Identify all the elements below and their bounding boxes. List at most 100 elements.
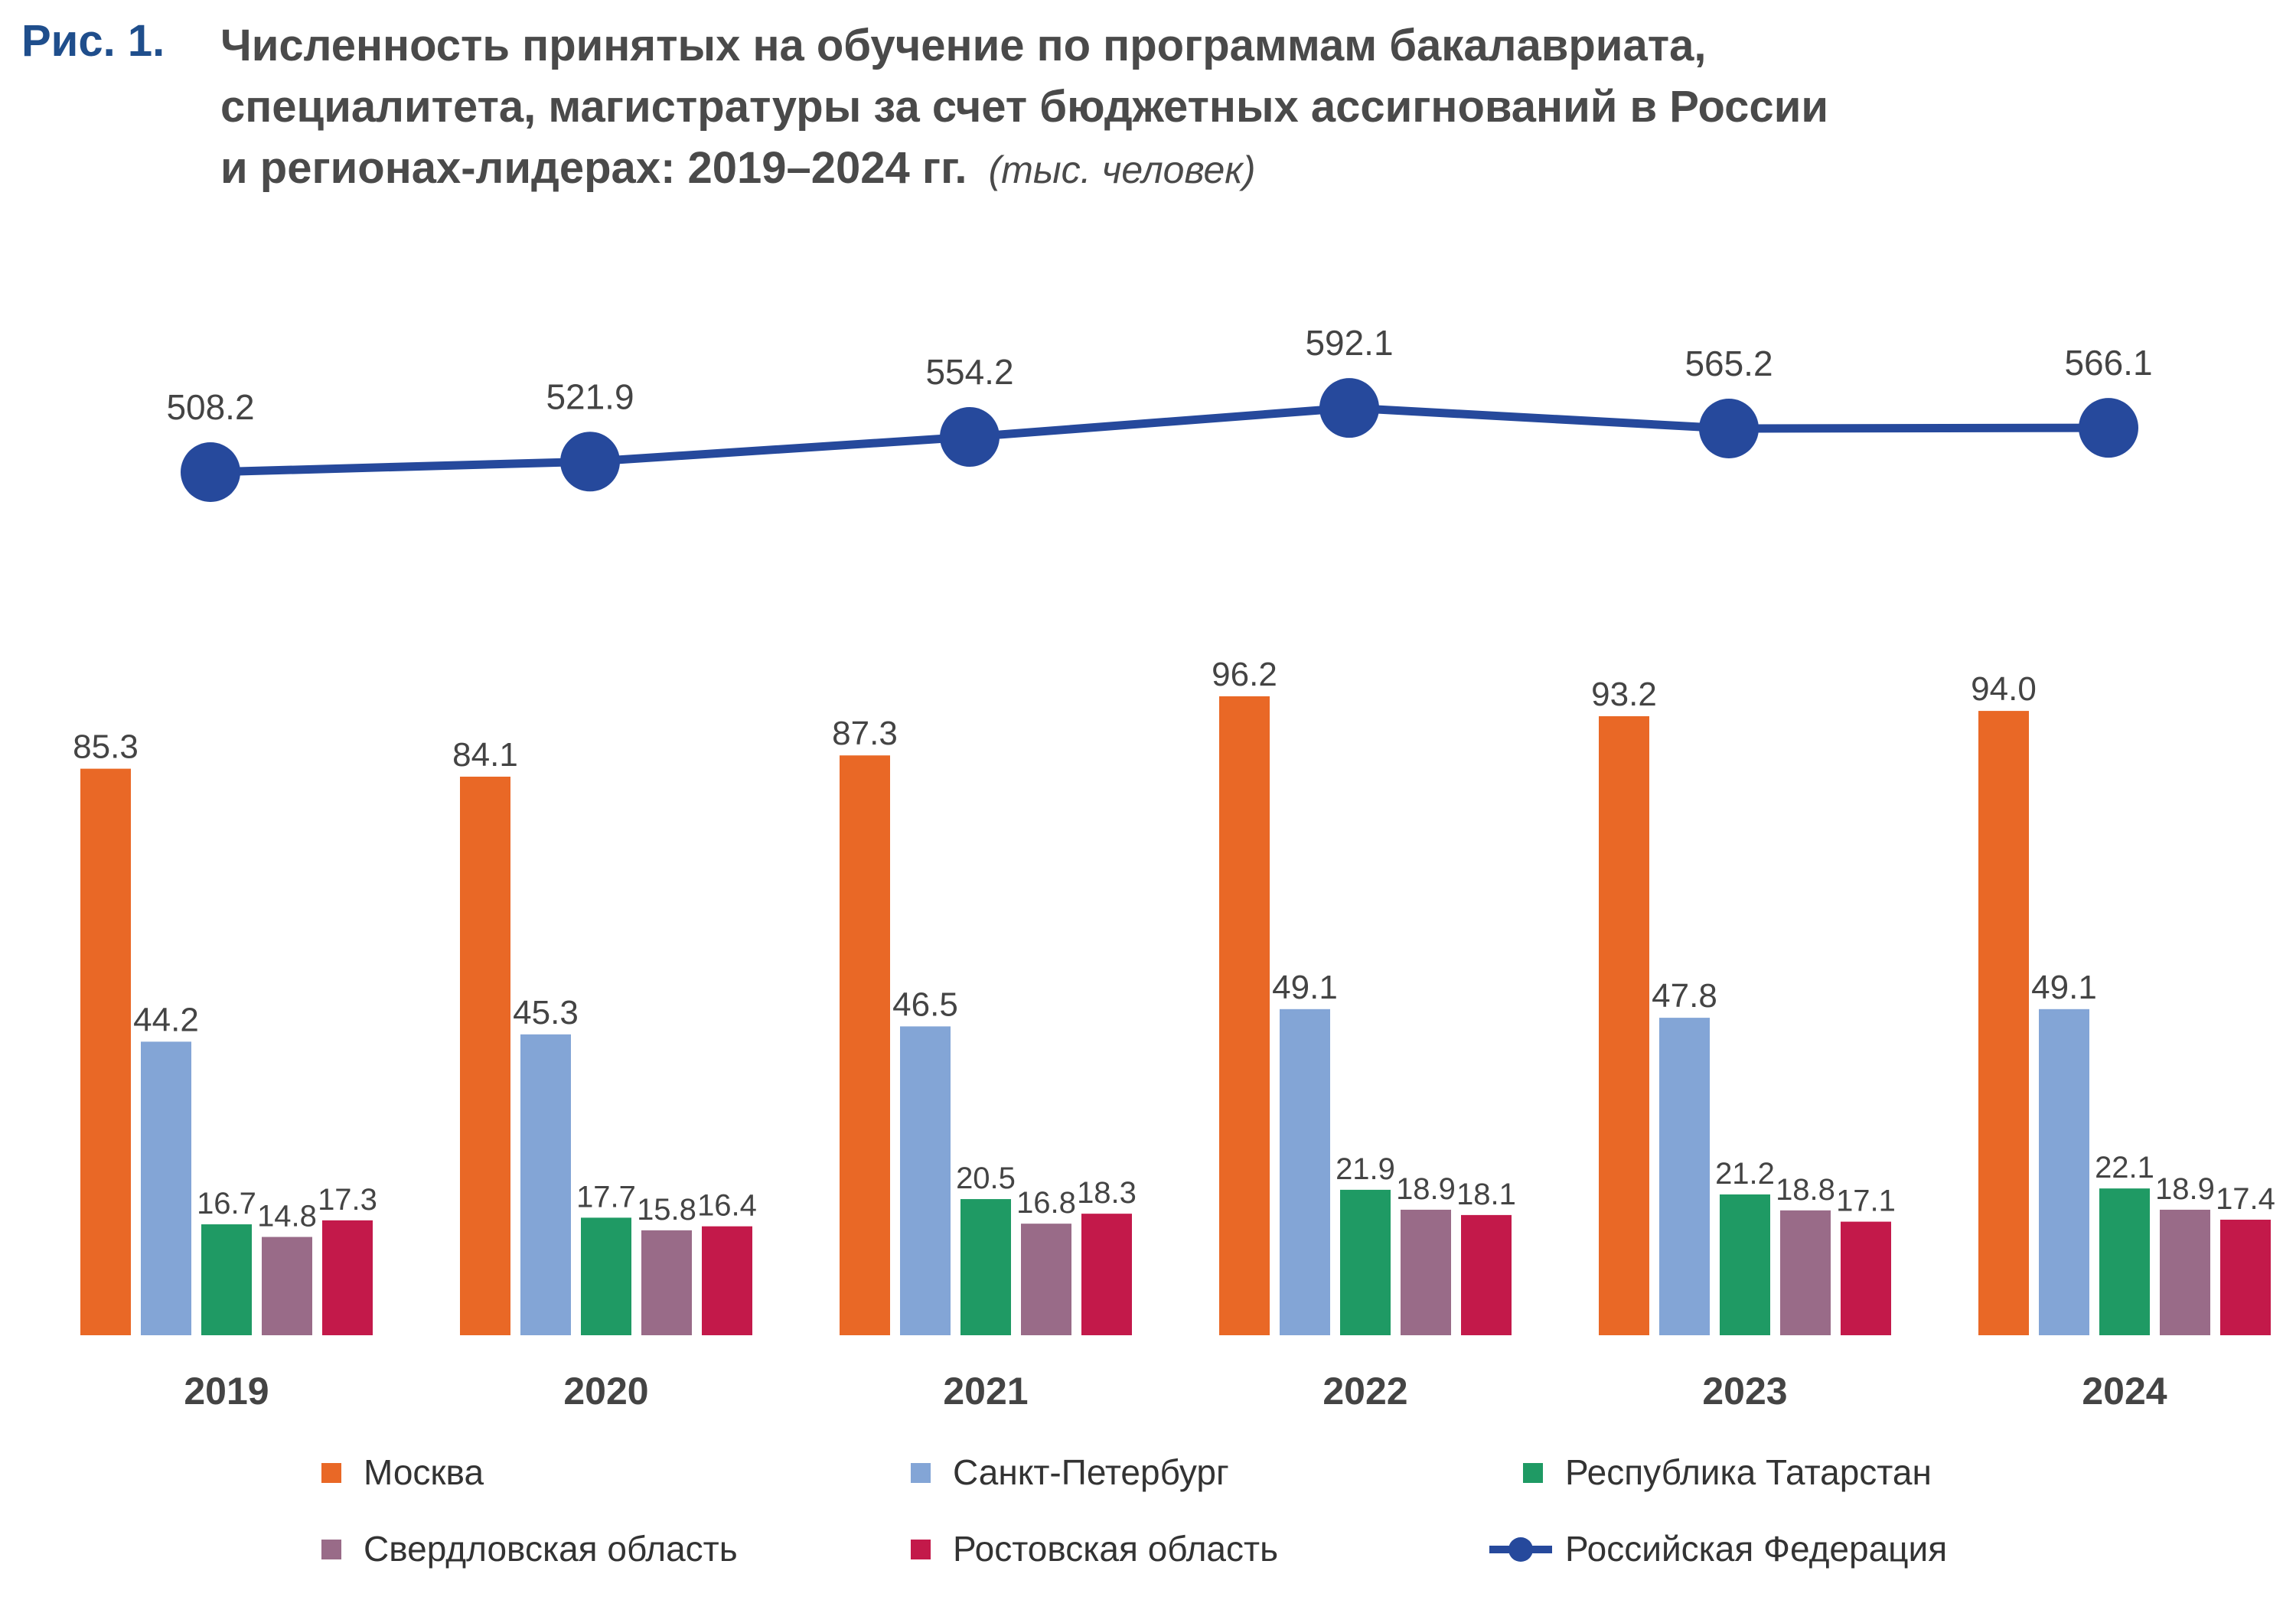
bar-label-2022-3: 18.9 <box>1396 1172 1456 1206</box>
chart-title-line-2: специалитета, магистратуры за счет бюдже… <box>220 82 1828 132</box>
bar-label-2019-1: 44.2 <box>133 1001 199 1038</box>
chart-title-line-3-text: и регионах-лидерах: 2019–2024 гг. <box>220 143 967 193</box>
year-label-2019: 2019 <box>184 1370 269 1413</box>
legend-swatch-2 <box>1523 1463 1543 1483</box>
point-label-russia-2019: 508.2 <box>166 387 254 427</box>
point-russia-2022 <box>1319 378 1379 438</box>
chart-title-line-3: и регионах-лидерах: 2019–2024 гг. (тыс. ч… <box>220 138 2134 200</box>
bar-label-2021-1: 46.5 <box>892 986 958 1023</box>
bar-label-2022-4: 18.1 <box>1456 1178 1516 1211</box>
line-layer: 508.2 521.9 554.2 592.1 565.2 566.1 <box>166 323 2153 502</box>
year-label-2022: 2022 <box>1322 1370 1407 1413</box>
bar-label-2022-1: 49.1 <box>1272 969 1338 1006</box>
bar-label-2021-3: 16.8 <box>1016 1186 1076 1220</box>
bar-2022-1 <box>1280 1009 1330 1335</box>
bar-label-2023-1: 47.8 <box>1652 977 1717 1015</box>
bar-2020-4 <box>702 1226 752 1335</box>
bar-label-2020-0: 84.1 <box>452 736 518 774</box>
bar-label-2024-3: 18.9 <box>2155 1172 2215 1206</box>
year-label-2023: 2023 <box>1702 1370 1787 1413</box>
bar-2024-0 <box>1978 711 2029 1335</box>
point-label-russia-2023: 565.2 <box>1684 344 1773 383</box>
legend-label-4: Ростовская область <box>953 1529 1278 1569</box>
bar-label-2023-3: 18.8 <box>1776 1173 1835 1207</box>
bar-label-2024-1: 49.1 <box>2031 969 2097 1006</box>
point-russia-2023 <box>1699 399 1759 458</box>
bar-label-2024-2: 22.1 <box>2095 1151 2154 1185</box>
bar-2020-1 <box>520 1034 571 1335</box>
bar-label-2020-4: 16.4 <box>697 1189 757 1223</box>
legend-label-1: Санкт-Петербург <box>953 1452 1229 1492</box>
point-russia-2021 <box>940 407 1000 467</box>
bar-2021-2 <box>960 1199 1011 1335</box>
legend-swatch-marker-5 <box>1508 1537 1533 1562</box>
bar-2023-1 <box>1659 1018 1710 1335</box>
chart-title-line-1: Численность принятых на обучение по прог… <box>220 21 1707 70</box>
bar-2020-3 <box>641 1230 692 1335</box>
point-russia-2020 <box>560 432 620 492</box>
bar-2022-3 <box>1401 1209 1451 1335</box>
bar-label-2022-2: 21.9 <box>1336 1152 1395 1186</box>
bar-2019-0 <box>80 768 131 1335</box>
legend-label-0: Москва <box>364 1452 484 1492</box>
bar-label-2023-0: 93.2 <box>1591 676 1657 713</box>
legend-swatch-4 <box>911 1540 931 1559</box>
year-label-2021: 2021 <box>943 1370 1028 1413</box>
legend-label-3: Свердловская область <box>364 1529 738 1569</box>
bar-2021-1 <box>900 1026 951 1335</box>
bar-label-2021-2: 20.5 <box>956 1162 1016 1195</box>
chart-units: (тыс. человек) <box>988 148 1256 191</box>
figure-number: Рис. 1. <box>21 16 165 66</box>
bar-label-2023-4: 17.1 <box>1836 1185 1896 1218</box>
legend-swatch-1 <box>911 1463 931 1483</box>
legend-label-5: Российская Федерация <box>1565 1529 1947 1569</box>
bar-label-2021-0: 87.3 <box>832 715 898 752</box>
bar-2019-3 <box>262 1237 312 1335</box>
legend-swatch-0 <box>321 1463 341 1483</box>
bar-label-2019-4: 17.3 <box>318 1183 377 1217</box>
bar-label-2020-3: 15.8 <box>637 1193 696 1227</box>
bar-2021-4 <box>1081 1214 1132 1335</box>
bar-2024-2 <box>2099 1188 2150 1335</box>
line-russia <box>210 403 2109 477</box>
bar-label-2021-4: 18.3 <box>1077 1176 1137 1210</box>
bar-2021-3 <box>1021 1224 1071 1335</box>
bar-2024-4 <box>2220 1219 2271 1335</box>
bar-label-2020-1: 45.3 <box>513 994 579 1031</box>
point-russia-2019 <box>181 442 240 502</box>
bar-2023-2 <box>1720 1194 1770 1335</box>
legend-swatch-3 <box>321 1540 341 1559</box>
point-russia-2024 <box>2079 398 2138 458</box>
bar-2020-0 <box>460 777 510 1335</box>
bar-2021-0 <box>840 755 890 1335</box>
bar-label-2020-2: 17.7 <box>576 1180 636 1214</box>
bar-2019-4 <box>322 1220 373 1335</box>
point-label-russia-2022: 592.1 <box>1305 323 1393 363</box>
bar-label-2019-2: 16.7 <box>197 1187 256 1220</box>
point-label-russia-2024: 566.1 <box>2064 343 2152 383</box>
bar-label-2023-2: 21.2 <box>1715 1157 1775 1191</box>
bar-2020-2 <box>581 1217 631 1335</box>
bar-2023-3 <box>1780 1210 1831 1335</box>
year-label-2020: 2020 <box>563 1370 648 1413</box>
bar-2022-0 <box>1219 696 1270 1335</box>
bar-2022-4 <box>1461 1214 1512 1335</box>
bars-layer: 85.3 44.2 16.7 14.8 17.3 84.1 45.3 17.7 15.8 16.4… <box>73 656 2275 1335</box>
point-label-russia-2021: 554.2 <box>925 352 1013 392</box>
bar-label-2019-3: 14.8 <box>257 1200 317 1233</box>
bar-2022-2 <box>1340 1189 1391 1335</box>
x-axis-labels: 2019 2020 2021 2022 2023 2024 <box>184 1370 2167 1413</box>
bar-2023-0 <box>1599 716 1649 1335</box>
bar-label-2024-0: 94.0 <box>1971 670 2037 708</box>
bar-2019-2 <box>201 1224 252 1335</box>
chart-title: Численность принятых на обучение по прог… <box>220 15 2134 200</box>
bar-2024-3 <box>2160 1209 2210 1335</box>
bar-2024-1 <box>2039 1009 2089 1335</box>
legend-label-2: Республика Татарстан <box>1565 1452 1932 1492</box>
bar-2023-4 <box>1841 1221 1891 1335</box>
legend: Москва Санкт-Петербург Республика Татарста… <box>321 1452 1947 1569</box>
year-label-2024: 2024 <box>2082 1370 2167 1413</box>
point-label-russia-2020: 521.9 <box>546 376 634 416</box>
bar-2019-1 <box>141 1041 191 1335</box>
